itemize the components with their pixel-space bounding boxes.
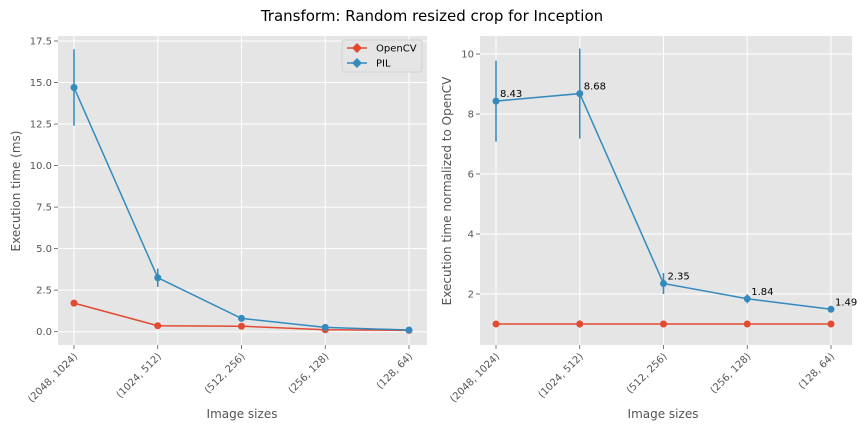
right-data-point [743,295,751,303]
left-x-ticks: (2048, 1024) (1024, 512) (512, 256) (256, 1… [26,345,415,405]
left-y-tick-label: 10.0 [30,161,52,172]
left-y-tick-label: 7.5 [36,203,52,214]
left-x-tick-label: (512, 256) [203,351,248,396]
right-data-point [743,320,751,328]
left-y-tick-label: 12.5 [30,120,52,131]
right-data-point [492,97,500,105]
right-data-point [492,320,500,328]
figure-title: Transform: Random resized crop for Incep… [260,7,603,25]
right-x-ticks: (2048, 1024) (1024, 512) (512, 256) (256, 1… [448,345,837,405]
chart-right: 2 4 6 8 10 (2048, 1024) (1024, 512) (512, 256)… [440,36,857,421]
right-x-tick-label: (1024, 512) [537,351,586,400]
right-x-tick-label: (512, 256) [625,351,670,396]
left-y-tick-label: 2.5 [36,286,52,297]
left-x-tick-label: (128, 64) [375,351,415,391]
right-series [492,48,835,328]
right-x-tick-label: (256, 128) [709,351,754,396]
right-data-point [827,320,835,328]
right-plot-area [480,36,852,345]
left-data-point [70,84,78,91]
value-annotation: 8.43 [500,89,522,100]
left-y-ticks: 0.0 2.5 5.0 7.5 10.0 12.5 15.0 17.5 [30,36,58,338]
legend-pil-label: PIL [376,59,391,70]
value-annotation: 8.68 [584,82,606,93]
value-annotation: 1.84 [751,287,773,298]
right-y-ticks: 2 4 6 8 10 [461,50,480,301]
left-data-point [238,314,245,322]
chart-left: 0.0 2.5 5.0 7.5 10.0 12.5 15.0 17.5 (2048, 1024… [9,36,427,421]
left-data-point [70,299,78,307]
left-data-point [238,322,245,330]
right-data-point [576,90,584,98]
right-data-point [576,320,584,328]
left-x-tick-label: (256, 128) [287,351,332,396]
left-y-axis-label: Execution time (ms) [9,131,23,252]
left-y-tick-label: 5.0 [36,244,52,255]
right-x-tick-label: (128, 64) [797,351,837,391]
left-y-tick-label: 0.0 [36,327,52,338]
right-data-point [660,320,667,328]
left-data-point [321,323,329,331]
left-x-axis-label: Image sizes [207,407,278,421]
left-x-tick-label: (1024, 512) [115,351,164,400]
value-annotation: 1.49 [835,297,857,308]
right-y-axis-label: Execution time normalized to OpenCV [440,76,454,305]
right-annotations: 8.43 8.68 2.35 1.84 1.49 [500,82,857,309]
right-x-axis-label: Image sizes [628,407,699,421]
left-y-tick-label: 17.5 [30,36,52,47]
left-y-tick-label: 15.0 [30,78,52,89]
legend-opencv-label: OpenCV [376,44,417,55]
right-y-tick-label: 10 [461,50,474,61]
left-data-point [154,322,162,330]
right-y-tick-label: 2 [468,290,474,301]
left-series [70,49,413,334]
right-data-point [827,305,835,313]
right-y-tick-label: 4 [468,230,474,241]
right-data-point [660,280,667,287]
right-y-tick-label: 6 [468,170,474,181]
left-data-point [154,274,162,282]
value-annotation: 2.35 [668,272,690,283]
legend: OpenCV PIL [341,39,423,73]
right-x-tick-label: (2048, 1024) [448,351,502,405]
right-y-tick-label: 8 [468,110,474,121]
left-x-tick-label: (2048, 1024) [26,351,80,405]
left-data-point [405,326,413,334]
